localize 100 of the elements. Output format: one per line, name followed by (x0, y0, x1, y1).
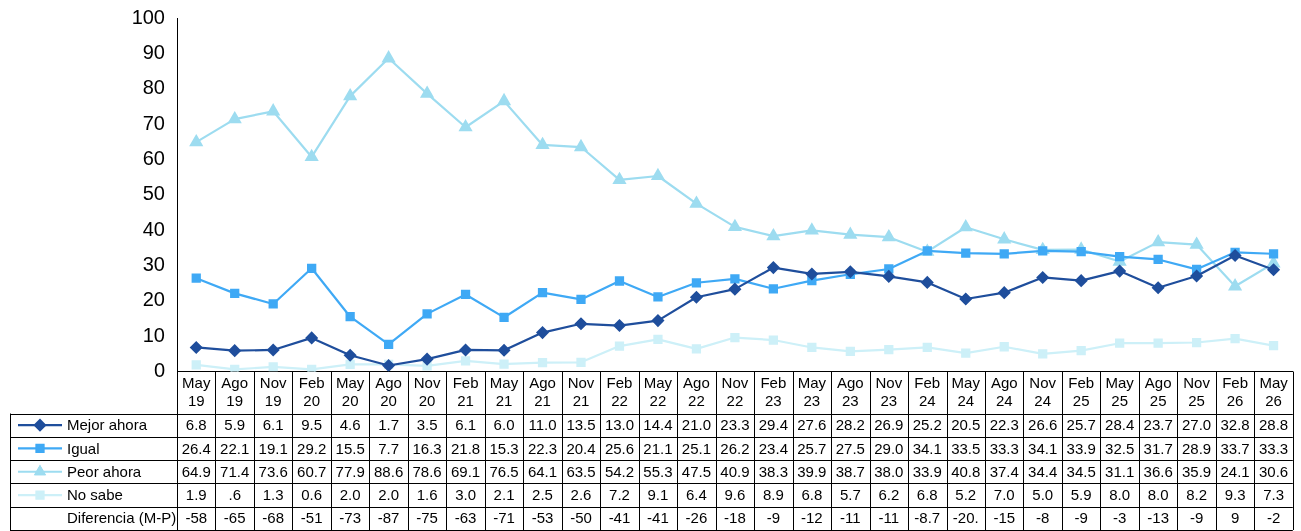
data-label: 78.6 (412, 462, 442, 480)
legend-label: Peor ahora (67, 462, 142, 480)
x-tick-label: Feb 21 (452, 373, 479, 409)
x-tick-label: Nov 21 (567, 373, 595, 409)
text: -51 (300, 509, 323, 527)
data-label: 0.6 (301, 486, 323, 504)
text: -18 (724, 509, 746, 527)
x-tick-label: Nov 25 (1183, 373, 1211, 409)
x-tick-label: May 24 (951, 373, 981, 409)
data-label: 64.1 (527, 462, 558, 480)
data-label: 28.4 (1105, 416, 1135, 434)
data-label: 55.3 (643, 462, 673, 480)
data-label: 2.0 (339, 486, 361, 504)
data-label: 21.0 (681, 416, 712, 434)
data-label: 63.5 (566, 462, 596, 480)
data-label: 33.3 (1258, 439, 1289, 457)
data-label: 2.0 (378, 486, 400, 504)
data-label: 88.6 (374, 462, 404, 480)
data-label: 11.0 (528, 416, 557, 434)
legend-label: Mejor ahora (67, 416, 148, 434)
x-tick-label: Ago 24 (990, 373, 1018, 409)
data-label: 69.1 (450, 462, 481, 480)
text: -75 (416, 509, 438, 527)
x-tick-label: May 20 (335, 373, 365, 409)
x-tick-label: Nov 19 (259, 373, 288, 409)
text: -3 (1112, 509, 1127, 527)
data-label: 25.1 (681, 439, 712, 457)
data-label: 5.9 (224, 416, 246, 434)
data-label: 31.1 (1105, 462, 1135, 480)
x-tick-label: May 26 (1259, 373, 1289, 409)
text: -87 (377, 509, 400, 527)
data-label: .6 (228, 486, 241, 504)
data-label: 6.1 (455, 416, 476, 434)
text: -63 (454, 509, 477, 527)
text: -71 (493, 509, 515, 527)
text: -11 (878, 509, 900, 527)
data-label: 23.7 (1143, 416, 1173, 434)
x-tick-label: May 21 (489, 373, 519, 409)
data-label: 34.1 (1028, 439, 1058, 457)
data-label: 1.3 (262, 486, 284, 504)
data-label: 14.4 (643, 416, 673, 434)
data-label: 6.1 (262, 416, 284, 434)
x-tick-label: Feb 22 (606, 373, 633, 409)
legend-label: Igual (67, 439, 100, 457)
data-label: 35.9 (1182, 462, 1212, 480)
data-label: 28.2 (835, 416, 865, 434)
data-label: 73.6 (258, 462, 288, 480)
data-label: 15.3 (489, 439, 519, 457)
data-label: 20.5 (951, 416, 981, 434)
data-label: 7.0 (993, 486, 1015, 504)
text: -9 (1189, 509, 1204, 527)
y-tick-label: 70 (142, 111, 165, 134)
text: -12 (801, 509, 823, 527)
text: -50 (570, 509, 592, 527)
x-tick-label: Ago 19 (221, 373, 249, 409)
x-tick-label: Feb 26 (1222, 373, 1249, 409)
data-label: 38.7 (835, 462, 865, 480)
legend-label: No sabe (67, 486, 123, 504)
data-label: 38.0 (874, 462, 904, 480)
data-label: 6.4 (685, 486, 707, 504)
y-tick-label: 30 (142, 252, 165, 275)
data-label: 64.9 (181, 462, 211, 480)
text: -8.7 (914, 509, 941, 527)
data-label: 27.5 (835, 439, 865, 457)
data-label: 76.5 (489, 462, 519, 480)
data-label: 9.1 (647, 486, 669, 504)
data-label: 8.9 (762, 486, 784, 504)
data-label: 29.0 (874, 439, 904, 457)
data-label: 38.3 (758, 462, 788, 480)
data-label: 31.7 (1143, 439, 1173, 457)
data-label: 33.7 (1220, 439, 1250, 457)
data-label: 29.2 (297, 439, 327, 457)
data-label: 22.3 (989, 416, 1019, 434)
data-label: 9.5 (301, 416, 323, 434)
data-label: 34.5 (1066, 462, 1096, 480)
text: -58 (185, 509, 208, 527)
data-label: 32.5 (1105, 439, 1135, 457)
data-label: 33.5 (951, 439, 981, 457)
data-label: 6.0 (493, 416, 515, 434)
data-label: 8.2 (1186, 486, 1208, 504)
data-label: 37.4 (989, 462, 1019, 480)
data-label: 1.6 (416, 486, 438, 504)
text: -2 (1266, 509, 1281, 527)
data-label: 40.8 (951, 462, 981, 480)
data-label: 27.0 (1182, 416, 1212, 434)
data-label: 5.7 (839, 486, 861, 504)
x-tick-label: May 22 (643, 373, 673, 409)
data-label: 25.7 (797, 439, 827, 457)
data-label: 33.9 (912, 462, 942, 480)
text: -9 (766, 509, 781, 527)
data-label: 34.4 (1028, 462, 1058, 480)
data-label: 39.9 (797, 462, 827, 480)
data-label: 5.9 (1070, 486, 1092, 504)
data-label: 24.1 (1220, 462, 1250, 480)
text: -8 (1036, 509, 1050, 527)
x-tick-label: Ago 21 (529, 373, 556, 409)
data-label: 32.8 (1220, 416, 1250, 434)
data-label: 8.0 (1147, 486, 1169, 504)
x-tick-label: Ago 20 (375, 373, 402, 409)
x-tick-label: Feb 23 (760, 373, 787, 409)
